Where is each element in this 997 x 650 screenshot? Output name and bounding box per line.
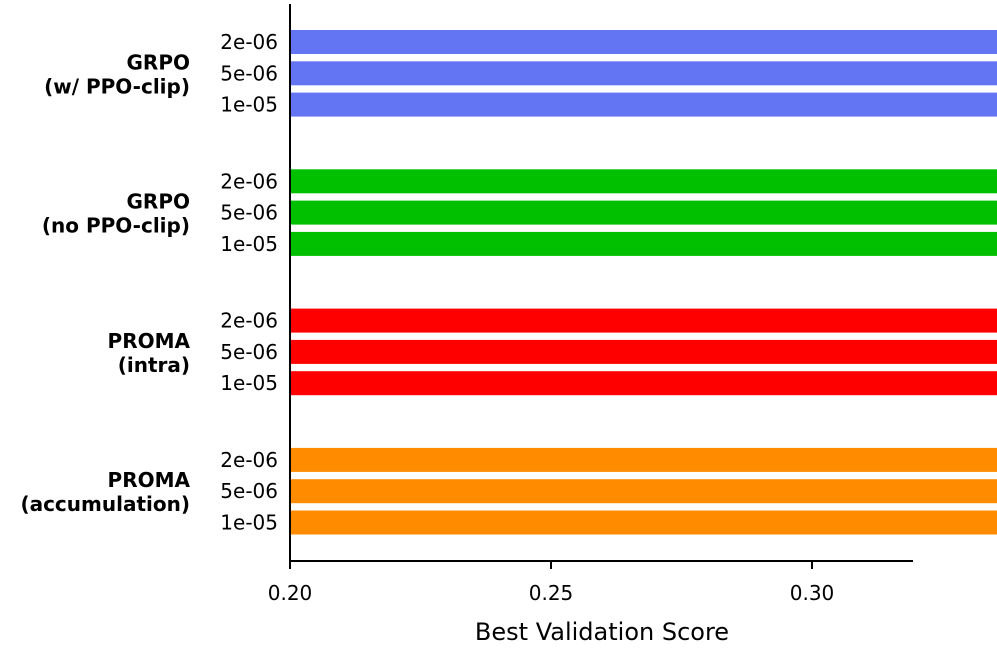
category-tick-label: 1e-05 — [220, 511, 278, 535]
bar-2-2 — [290, 371, 997, 396]
x-tick-label: 0.20 — [268, 581, 313, 605]
bar-3-0 — [290, 447, 997, 472]
category-tick-label: 5e-06 — [220, 340, 278, 364]
group-label: (no PPO-clip) — [42, 214, 190, 238]
bar-0-1 — [290, 61, 997, 86]
bar-1-2 — [290, 231, 997, 256]
bar-2-0 — [290, 308, 997, 333]
bar-2-1 — [290, 339, 997, 364]
group-label: PROMA — [108, 329, 191, 353]
group-label: PROMA — [108, 468, 191, 492]
x-tick-label: 0.25 — [529, 581, 574, 605]
category-tick-label: 2e-06 — [220, 448, 278, 472]
bar-0-0 — [290, 30, 997, 54]
category-tick-label: 1e-05 — [220, 371, 278, 395]
category-tick-label: 2e-06 — [220, 169, 278, 193]
bar-1-0 — [290, 169, 997, 194]
group-label: GRPO — [127, 50, 190, 74]
category-tick-label: 5e-06 — [220, 61, 278, 85]
category-tick-label: 2e-06 — [220, 30, 278, 54]
category-tick-label: 5e-06 — [220, 479, 278, 503]
bar-1-1 — [290, 200, 997, 225]
x-axis-title: Best Validation Score — [475, 618, 729, 646]
group-label: (w/ PPO-clip) — [44, 74, 190, 98]
bars-layer — [290, 30, 997, 535]
category-tick-label: 5e-06 — [220, 201, 278, 225]
group-label: (accumulation) — [20, 492, 190, 516]
category-tick-label: 2e-06 — [220, 309, 278, 333]
labels-layer: 0.387 (n=4)2e-060.396 (n=10)5e-060.351 (… — [20, 30, 278, 535]
axis-layer: 0.200.250.300.350.40 — [268, 4, 913, 605]
category-tick-label: 1e-05 — [220, 232, 278, 256]
bar-3-2 — [290, 510, 997, 535]
category-tick-label: 1e-05 — [220, 93, 278, 117]
bar-0-2 — [290, 92, 997, 117]
group-label: (intra) — [118, 353, 190, 377]
bar-3-1 — [290, 479, 997, 504]
x-tick-label: 0.30 — [790, 581, 835, 605]
group-label: GRPO — [127, 190, 190, 214]
